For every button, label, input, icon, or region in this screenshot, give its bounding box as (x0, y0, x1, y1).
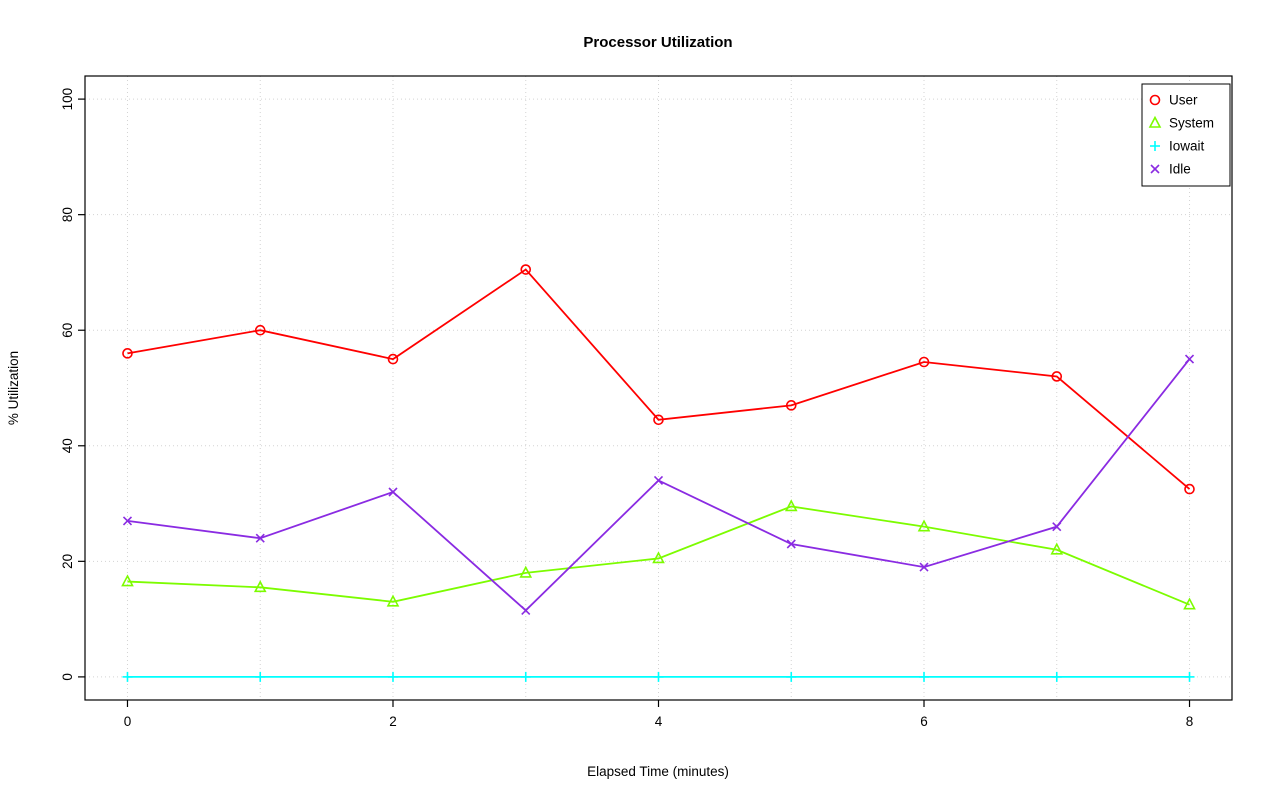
series-user (122, 264, 1195, 495)
data-point (387, 353, 399, 365)
data-point (1149, 94, 1161, 106)
data-point (652, 551, 665, 564)
legend-label-iowait: Iowait (1169, 139, 1205, 154)
y-tick-label: 20 (60, 554, 75, 569)
x-tick-label: 8 (1186, 714, 1194, 729)
x-axis-label: Elapsed Time (minutes) (587, 764, 729, 779)
x-tick-label: 0 (124, 714, 132, 729)
series-idle (122, 354, 1195, 616)
data-point (519, 565, 533, 578)
series-system (121, 499, 1196, 610)
data-point (520, 264, 532, 275)
data-point (1051, 371, 1063, 382)
series-line (127, 268, 1191, 490)
data-point (255, 533, 265, 543)
y-axis-label: % Utilization (6, 351, 21, 425)
data-point (521, 605, 531, 616)
x-tick-label: 6 (920, 714, 928, 729)
y-tick-label: 0 (60, 673, 75, 681)
data-point (784, 499, 798, 512)
y-tick-label: 40 (60, 438, 75, 453)
data-point (122, 348, 133, 359)
data-point (1148, 115, 1162, 128)
legend-label-system: System (1169, 116, 1214, 131)
data-point (388, 487, 398, 497)
y-tick-label: 60 (60, 323, 75, 338)
x-tick-label: 4 (655, 714, 663, 729)
data-point (1150, 164, 1160, 174)
data-point (1050, 542, 1064, 555)
y-tick-label: 100 (60, 88, 75, 111)
series-line (127, 505, 1190, 606)
data-point (122, 516, 133, 526)
legend-label-user: User (1169, 93, 1198, 108)
data-point (785, 400, 797, 411)
data-point (386, 594, 400, 607)
legend: User System Iowait Idle (1141, 83, 1231, 187)
data-point (919, 562, 929, 572)
series-iowait (122, 671, 1195, 682)
data-point (1184, 483, 1195, 495)
y-tick-label: 80 (60, 207, 75, 222)
data-point (917, 519, 931, 532)
data-point (1183, 597, 1196, 610)
data-point (1052, 522, 1062, 532)
chart-title: Processor Utilization (583, 34, 732, 51)
data-point (918, 356, 930, 368)
data-point (254, 324, 266, 336)
data-point (1184, 354, 1195, 364)
data-point (253, 580, 267, 593)
data-point (121, 574, 134, 587)
legend-box (1141, 83, 1231, 187)
data-point (653, 475, 664, 486)
data-point (786, 539, 796, 549)
x-tick-label: 2 (389, 714, 397, 729)
legend-label-idle: Idle (1169, 162, 1191, 177)
data-point (653, 414, 664, 426)
